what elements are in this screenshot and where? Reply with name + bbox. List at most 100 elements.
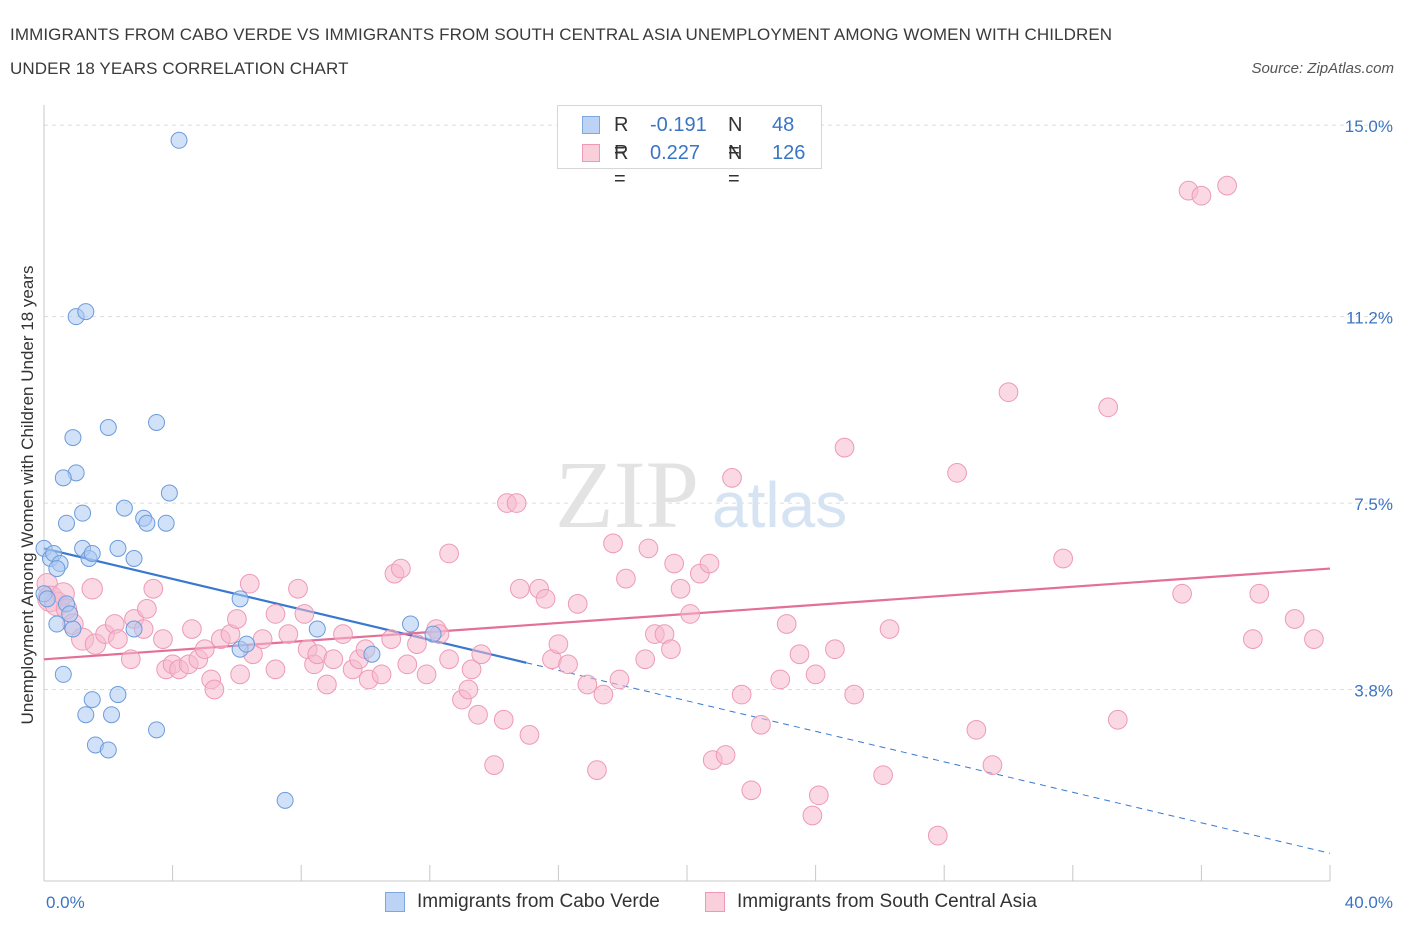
data-point-south-central-asia	[397, 654, 418, 675]
data-point-cabo-verde	[103, 706, 121, 724]
data-point-south-central-asia	[715, 745, 736, 765]
data-point-south-central-asia	[587, 760, 607, 780]
legend-swatch-cabo-verde	[385, 892, 405, 912]
data-point-south-central-asia	[239, 573, 260, 594]
data-point-south-central-asia	[317, 674, 337, 695]
data-point-south-central-asia	[982, 755, 1003, 775]
data-point-south-central-asia	[680, 604, 701, 624]
data-point-cabo-verde	[148, 413, 166, 431]
data-point-south-central-asia	[278, 624, 299, 644]
data-point-south-central-asia	[391, 558, 411, 579]
data-point-south-central-asia	[407, 634, 427, 655]
trend-line-cabo-verde	[43, 547, 527, 664]
y-tick-label: 7.5%	[1354, 495, 1393, 514]
data-point-cabo-verde	[61, 605, 79, 623]
data-point-south-central-asia	[661, 639, 681, 660]
r-label: R =	[614, 142, 629, 190]
data-point-south-central-asia	[998, 382, 1019, 403]
watermark: ZIP atlas	[555, 441, 847, 548]
data-point-cabo-verde	[77, 706, 95, 724]
data-point-south-central-asia	[927, 825, 948, 846]
chart-title: IMMIGRANTS FROM CABO VERDE VS IMMIGRANTS…	[10, 25, 1113, 78]
data-point-south-central-asia	[416, 664, 437, 685]
swatch-south-central-asia	[582, 144, 600, 162]
data-point-south-central-asia	[805, 664, 826, 685]
data-point-south-central-asia	[265, 659, 286, 680]
data-point-south-central-asia	[603, 533, 623, 554]
data-point-south-central-asia	[1217, 175, 1237, 196]
data-point-cabo-verde	[138, 514, 156, 532]
y-tick-label: 15.0%	[1345, 117, 1393, 136]
data-point-cabo-verde	[125, 620, 143, 638]
data-point-cabo-verde	[83, 691, 101, 709]
n-label: N =	[728, 142, 743, 190]
data-point-south-central-asia	[294, 604, 315, 624]
data-point-south-central-asia	[204, 679, 225, 700]
r-label: R =	[614, 114, 629, 162]
data-point-south-central-asia	[1053, 548, 1074, 569]
data-point-cabo-verde	[170, 131, 188, 149]
data-point-south-central-asia	[770, 669, 791, 690]
data-point-south-central-asia	[751, 714, 771, 735]
data-point-south-central-asia	[776, 614, 797, 634]
data-point-south-central-asia	[506, 493, 527, 513]
data-point-south-central-asia	[1107, 709, 1128, 730]
data-point-cabo-verde	[363, 645, 381, 663]
data-point-cabo-verde	[48, 615, 66, 633]
data-point-south-central-asia	[1249, 583, 1270, 604]
data-point-south-central-asia	[577, 674, 598, 695]
axes	[43, 105, 1331, 882]
stats-legend: R = -0.191 N = 48 R = 0.227 N = 126	[557, 105, 822, 190]
data-point-south-central-asia	[1284, 609, 1305, 629]
data-point-south-central-asia	[81, 578, 103, 600]
data-point-south-central-asia	[323, 649, 344, 670]
data-point-south-central-asia	[699, 553, 720, 574]
x-tick-label: 0.0%	[46, 893, 85, 912]
data-point-south-central-asia	[741, 780, 762, 801]
data-point-south-central-asia	[1172, 583, 1192, 604]
points-south-central-asia	[36, 175, 1324, 846]
data-point-cabo-verde	[83, 544, 101, 562]
data-point-south-central-asia	[844, 684, 865, 705]
data-point-cabo-verde	[109, 686, 127, 704]
legend-swatch-south-central-asia	[705, 892, 725, 912]
data-point-cabo-verde	[125, 550, 143, 568]
data-point-cabo-verde	[64, 620, 82, 638]
data-point-south-central-asia	[194, 639, 215, 660]
data-point-south-central-asia	[252, 629, 273, 649]
gridlines	[44, 124, 1394, 691]
data-point-south-central-asia	[484, 755, 504, 775]
n-value: 126	[772, 142, 806, 164]
data-point-cabo-verde	[99, 741, 117, 759]
source-note: Source: ZipAtlas.com	[1251, 60, 1394, 77]
trend-line-cabo-verde-extension	[526, 662, 1331, 854]
data-point-cabo-verde	[64, 429, 82, 447]
data-point-south-central-asia	[458, 679, 479, 700]
r-value: -0.191	[650, 114, 707, 136]
data-point-cabo-verde	[109, 539, 127, 557]
data-point-cabo-verde	[148, 721, 166, 739]
data-point-south-central-asia	[670, 578, 691, 599]
data-point-cabo-verde	[160, 484, 178, 502]
data-point-cabo-verde	[115, 499, 133, 517]
data-point-south-central-asia	[548, 634, 569, 655]
data-point-south-central-asia	[1098, 397, 1119, 418]
data-point-cabo-verde	[54, 469, 72, 487]
x-tick-labels: 0.0% 40.0%	[46, 893, 1393, 912]
data-point-south-central-asia	[288, 578, 308, 599]
data-point-cabo-verde	[77, 303, 95, 321]
data-point-south-central-asia	[182, 619, 202, 639]
data-point-south-central-asia	[519, 725, 540, 745]
n-label: N =	[728, 114, 743, 162]
data-point-cabo-verde	[424, 625, 442, 643]
data-point-cabo-verde	[58, 514, 76, 532]
data-point-south-central-asia	[230, 664, 250, 685]
data-point-cabo-verde	[48, 560, 66, 578]
data-point-south-central-asia	[593, 684, 614, 705]
x-tick-label: 40.0%	[1345, 893, 1393, 912]
data-point-south-central-asia	[535, 588, 556, 609]
points-cabo-verde	[35, 131, 442, 809]
r-value: 0.227	[650, 142, 701, 164]
data-point-south-central-asia	[802, 805, 823, 826]
